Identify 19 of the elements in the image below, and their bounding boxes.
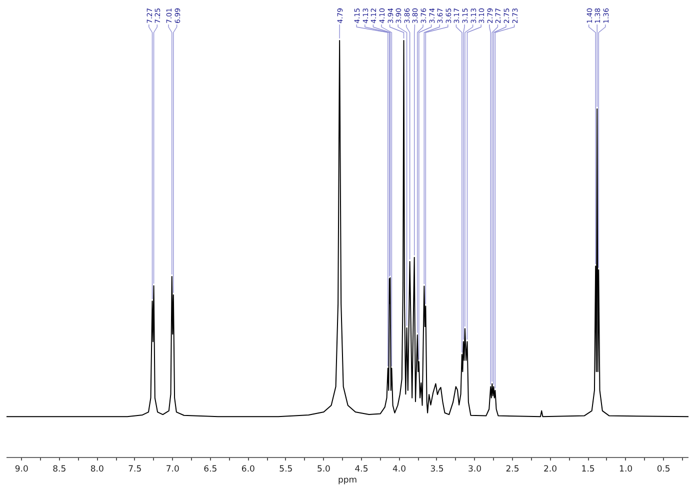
x-tick-label: 2.0 xyxy=(544,464,558,474)
x-tick-label: 4.5 xyxy=(354,464,368,474)
x-tick-label: 9.0 xyxy=(14,464,28,474)
x-tick-label: 1.5 xyxy=(581,464,595,474)
x-tick-label: 3.5 xyxy=(430,464,444,474)
x-tick-label: 8.5 xyxy=(52,464,66,474)
x-tick-label: 3.0 xyxy=(468,464,482,474)
x-axis-title: ppm xyxy=(338,476,358,486)
x-tick-label: 2.5 xyxy=(506,464,520,474)
x-tick-label: 6.5 xyxy=(204,464,218,474)
x-tick-label: 7.5 xyxy=(128,464,142,474)
x-tick-label: 8.0 xyxy=(90,464,104,474)
x-tick-label: 0.5 xyxy=(656,464,670,474)
x-tick-label: 5.5 xyxy=(279,464,293,474)
x-tick-label: 1.0 xyxy=(619,464,633,474)
x-tick-label: 4.0 xyxy=(392,464,406,474)
x-tick-label: 5.0 xyxy=(316,464,330,474)
x-tick-label: 7.0 xyxy=(166,464,180,474)
x-tick-label: 6.0 xyxy=(241,464,255,474)
